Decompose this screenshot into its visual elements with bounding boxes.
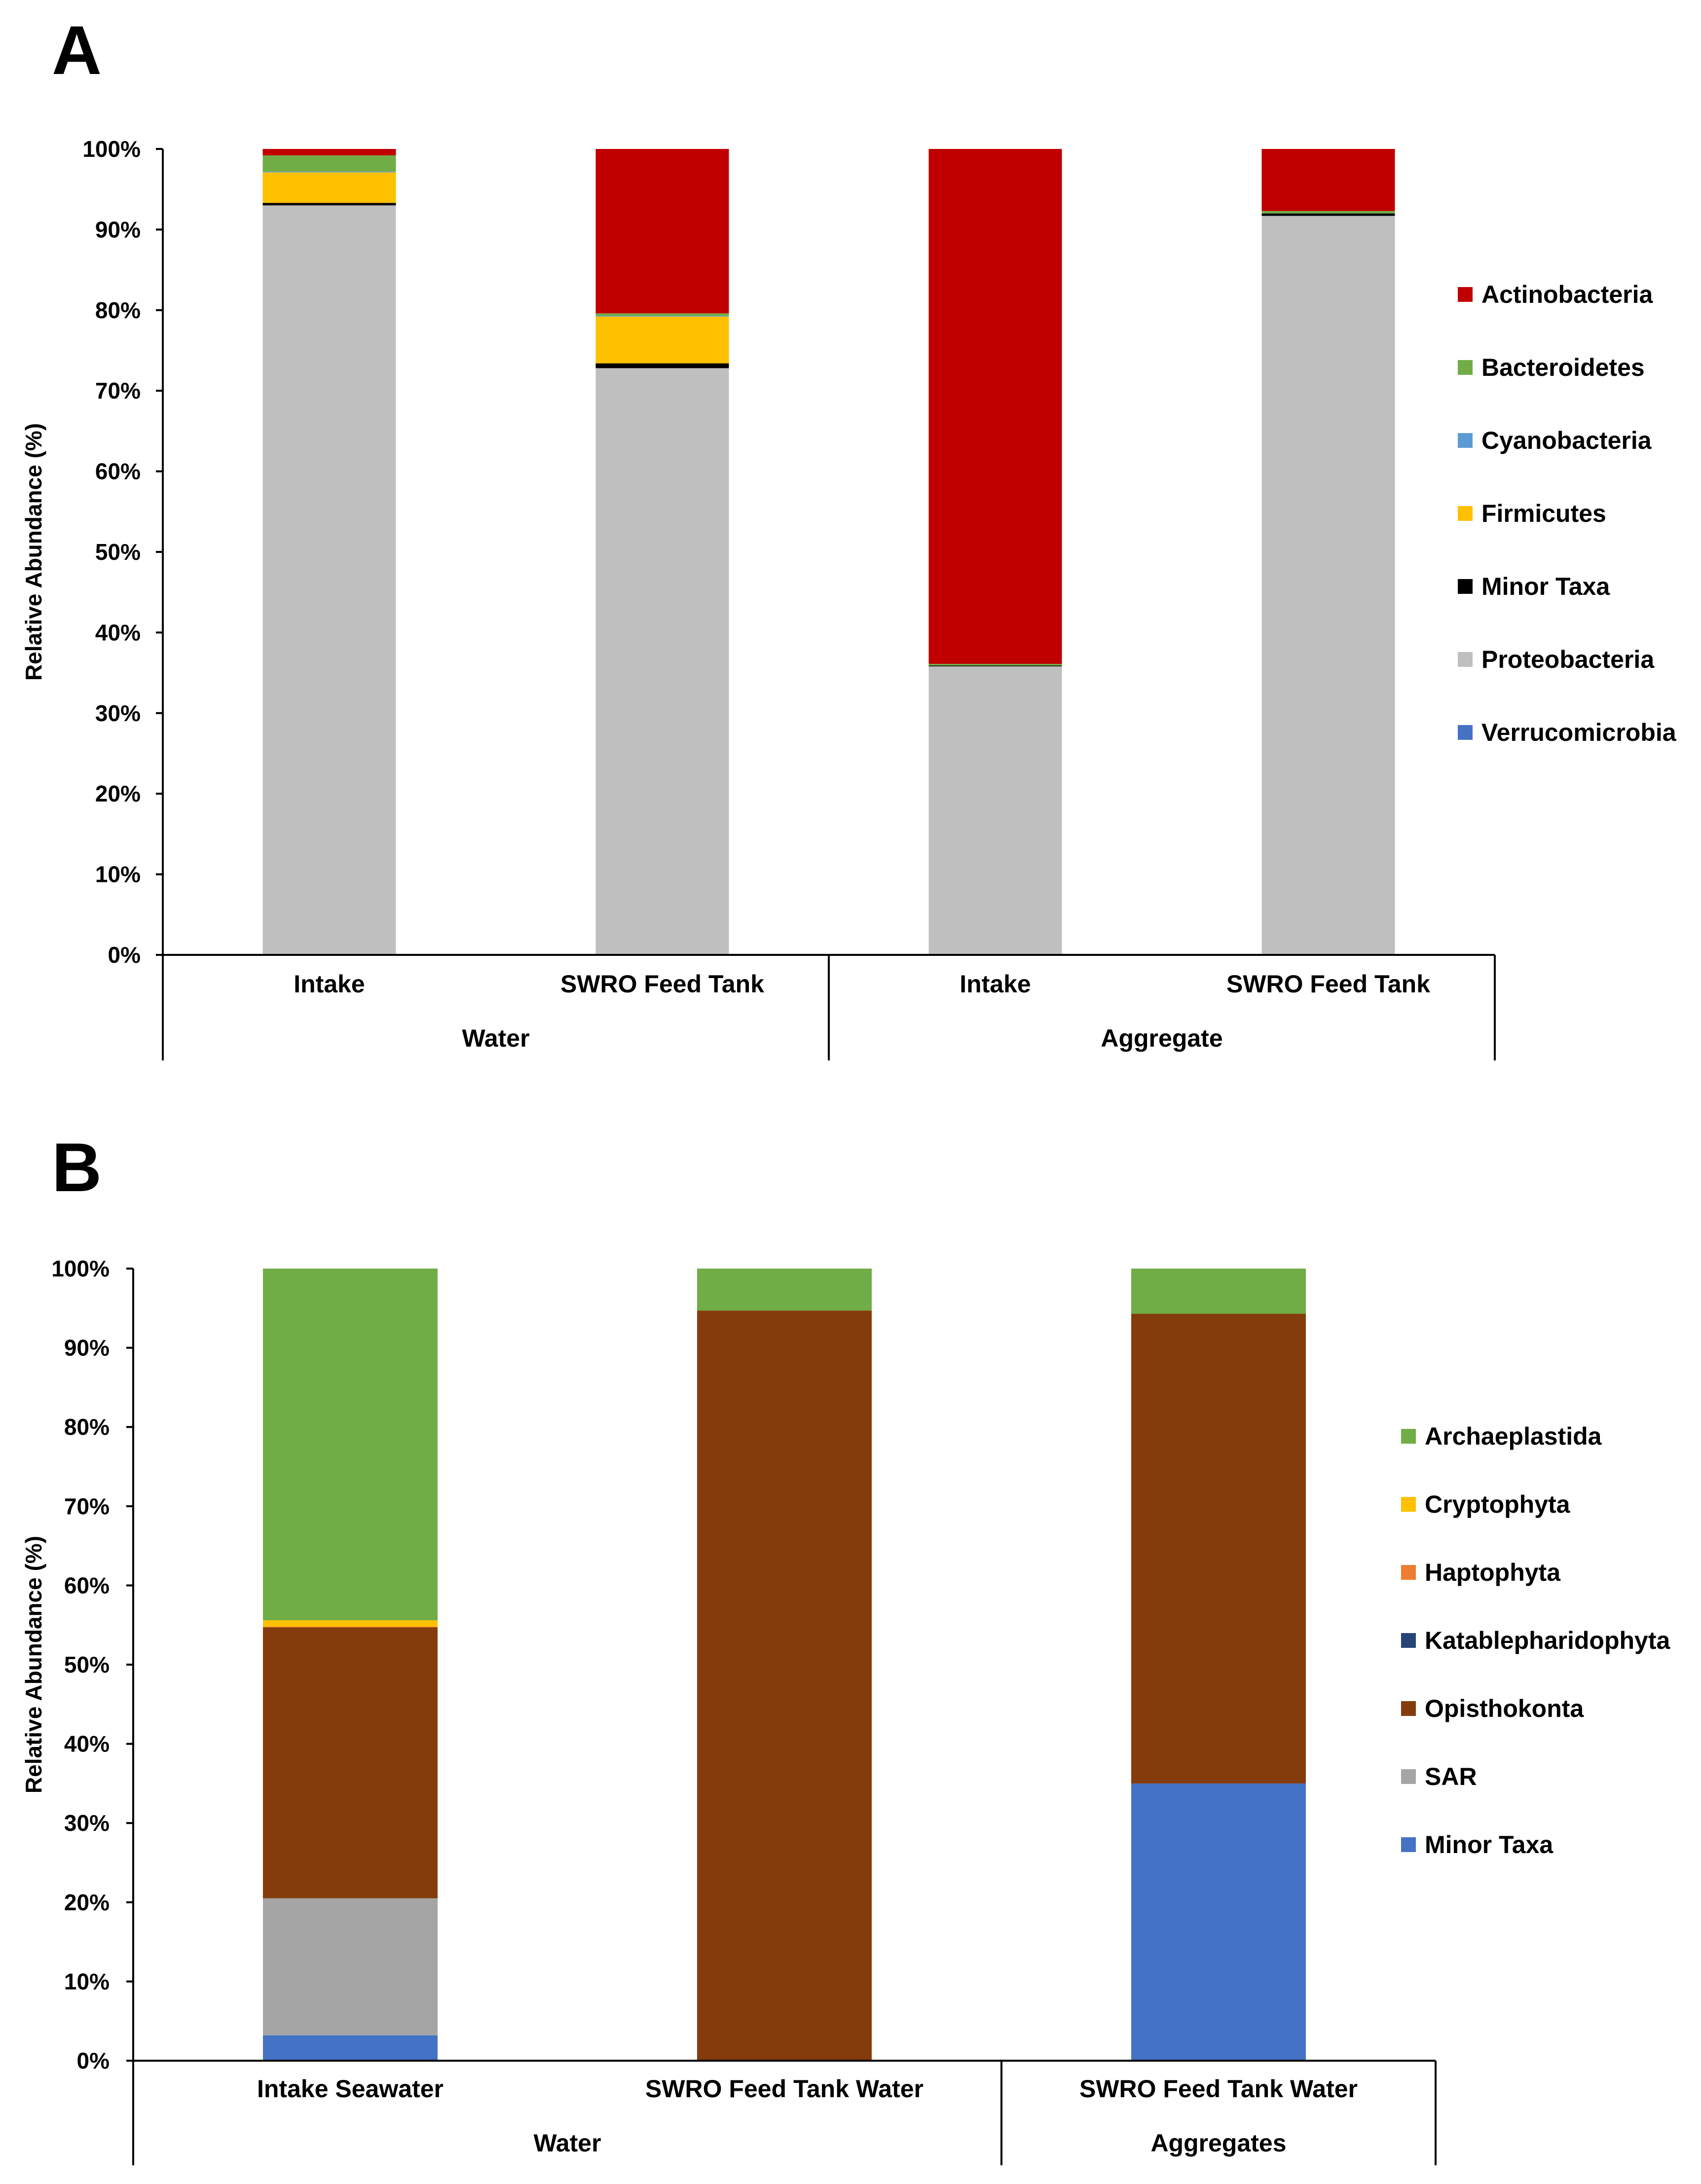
bar-segment-proteobacteria [595,368,729,955]
bar-segment-opisthokonta [263,1627,438,1898]
bar-segment-sar [263,1898,438,2036]
y-tick-label: 70% [64,1493,110,1519]
legend-label-proteobacteria: Proteobacteria [1481,646,1655,673]
bar-segment-bacteroidetes [1261,211,1395,214]
bar-segment-minor-taxa [595,363,729,368]
bar-segment-minor-taxa [928,665,1062,667]
legend-label-bacteroidetes: Bacteroidetes [1481,354,1645,381]
legend-swatch-proteobacteria [1458,652,1473,667]
y-tick-label: 40% [95,619,141,645]
y-axis-title: Relative Abundance (%) [21,1536,46,1793]
legend-swatch-verrucomicrobia [1458,725,1473,740]
bar-segment-minor-taxa [262,203,396,206]
x-group-label: Aggregates [1150,2129,1286,2157]
legend-label-opisthokonta: Opisthokonta [1425,1695,1584,1722]
y-tick-label: 90% [95,217,141,242]
bar-segment-minor-taxa [1261,213,1395,216]
y-tick-label: 80% [64,1414,110,1440]
y-tick-label: 10% [95,862,141,887]
panel-label: A [52,11,102,89]
x-category-label: Intake [960,970,1031,998]
x-category-label: Intake Seawater [257,2075,444,2103]
x-category-label: SWRO Feed Tank [560,970,764,998]
bar-segment-opisthokonta [1131,1313,1306,1784]
bar-segment-bacteroidetes [595,313,729,316]
y-tick-label: 80% [95,297,141,323]
x-group-label: Aggregate [1101,1024,1222,1052]
bar-segment-firmicutes [262,172,396,203]
y-tick-label: 30% [64,1810,110,1836]
bar-segment-minor-taxa [1131,1783,1306,2061]
x-group-label: Water [533,2129,601,2157]
bar-segment-bacteroidetes [262,155,396,172]
legend-swatch-katablepharidophyta [1401,1633,1416,1648]
bar-segment-firmicutes [595,316,729,364]
bar-segment-cyanobacteria [595,316,729,317]
legend-swatch-cyanobacteria [1458,433,1473,448]
y-tick-label: 40% [64,1731,110,1757]
y-tick-label: 50% [64,1652,110,1677]
legend-swatch-bacteroidetes [1458,360,1473,375]
y-tick-label: 20% [95,781,141,806]
x-category-label: SWRO Feed Tank Water [1079,2075,1358,2103]
bar-segment-minor-taxa [263,2035,438,2061]
y-tick-label: 10% [64,1968,110,1994]
x-group-label: Water [462,1024,529,1052]
panel-label: B [52,1128,102,1206]
legend-label-archaeplastida: Archaeplastida [1425,1422,1602,1450]
y-tick-label: 100% [51,1256,110,1281]
y-tick-label: 100% [82,136,141,162]
legend-swatch-haptophyta [1401,1565,1416,1580]
bar-segment-cyanobacteria [262,171,396,173]
bar-segment-archaeplastida [697,1269,872,1311]
y-tick-label: 90% [64,1335,110,1361]
y-tick-label: 0% [108,942,141,968]
legend-swatch-archaeplastida [1401,1429,1416,1444]
legend-label-minor-taxa: Minor Taxa [1425,1831,1553,1858]
bar-segment-actinobacteria [928,149,1062,664]
bar-segment-archaeplastida [263,1269,438,1621]
legend-swatch-cryptophyta [1401,1497,1416,1512]
bar-segment-proteobacteria [928,666,1062,955]
x-category-label: SWRO Feed Tank Water [645,2075,924,2103]
legend-label-cyanobacteria: Cyanobacteria [1481,427,1652,454]
bar-segment-proteobacteria [1261,216,1395,955]
chart-panel-a: A 0% 10% 20% 30% 40% 50% 60% 70% 80% 90% 100% Intake… [21,11,1677,1060]
legend-label-haptophyta: Haptophyta [1425,1559,1561,1586]
legend-label-verrucomicrobia: Verrucomicrobia [1481,719,1677,746]
y-tick-label: 50% [95,539,141,565]
legend-label-sar: SAR [1425,1763,1477,1790]
chart-panel-b: B 0% 10% 20% 30% 40% 50% 60% 70% 80% 90% 100% Intake… [21,1128,1670,2165]
legend-swatch-sar [1401,1769,1416,1784]
y-tick-label: 20% [64,1890,110,1915]
legend-label-minor-taxa: Minor Taxa [1481,573,1610,600]
legend-swatch-firmicutes [1458,506,1473,521]
legend-swatch-actinobacteria [1458,287,1473,302]
y-tick-label: 30% [95,700,141,726]
y-tick-label: 0% [77,2048,110,2074]
legend-label-actinobacteria: Actinobacteria [1481,281,1654,308]
y-tick-label: 60% [64,1572,110,1598]
x-category-label: Intake [294,970,365,998]
legend-label-cryptophyta: Cryptophyta [1425,1491,1571,1518]
y-axis-title: Relative Abundance (%) [21,423,46,681]
y-tick-label: 60% [95,459,141,484]
bar-segment-actinobacteria [262,149,396,156]
legend-swatch-minor-taxa [1401,1837,1416,1852]
bar-segment-opisthokonta [697,1310,872,2061]
legend-label-katablepharidophyta: Katablepharidophyta [1425,1627,1670,1654]
legend-label-firmicutes: Firmicutes [1481,500,1606,527]
bar-segment-archaeplastida [1131,1269,1306,1314]
y-tick-label: 70% [95,378,141,403]
bar-segment-haptophyta [263,1626,438,1628]
bar-segment-bacteroidetes [928,664,1062,666]
bar-segment-actinobacteria [1261,149,1395,211]
bar-segment-actinobacteria [595,149,729,314]
legend-swatch-minor-taxa [1458,579,1473,594]
x-category-label: SWRO Feed Tank [1226,970,1430,998]
legend-swatch-opisthokonta [1401,1701,1416,1716]
bar-segment-cryptophyta [263,1620,438,1627]
bar-segment-proteobacteria [262,205,396,955]
